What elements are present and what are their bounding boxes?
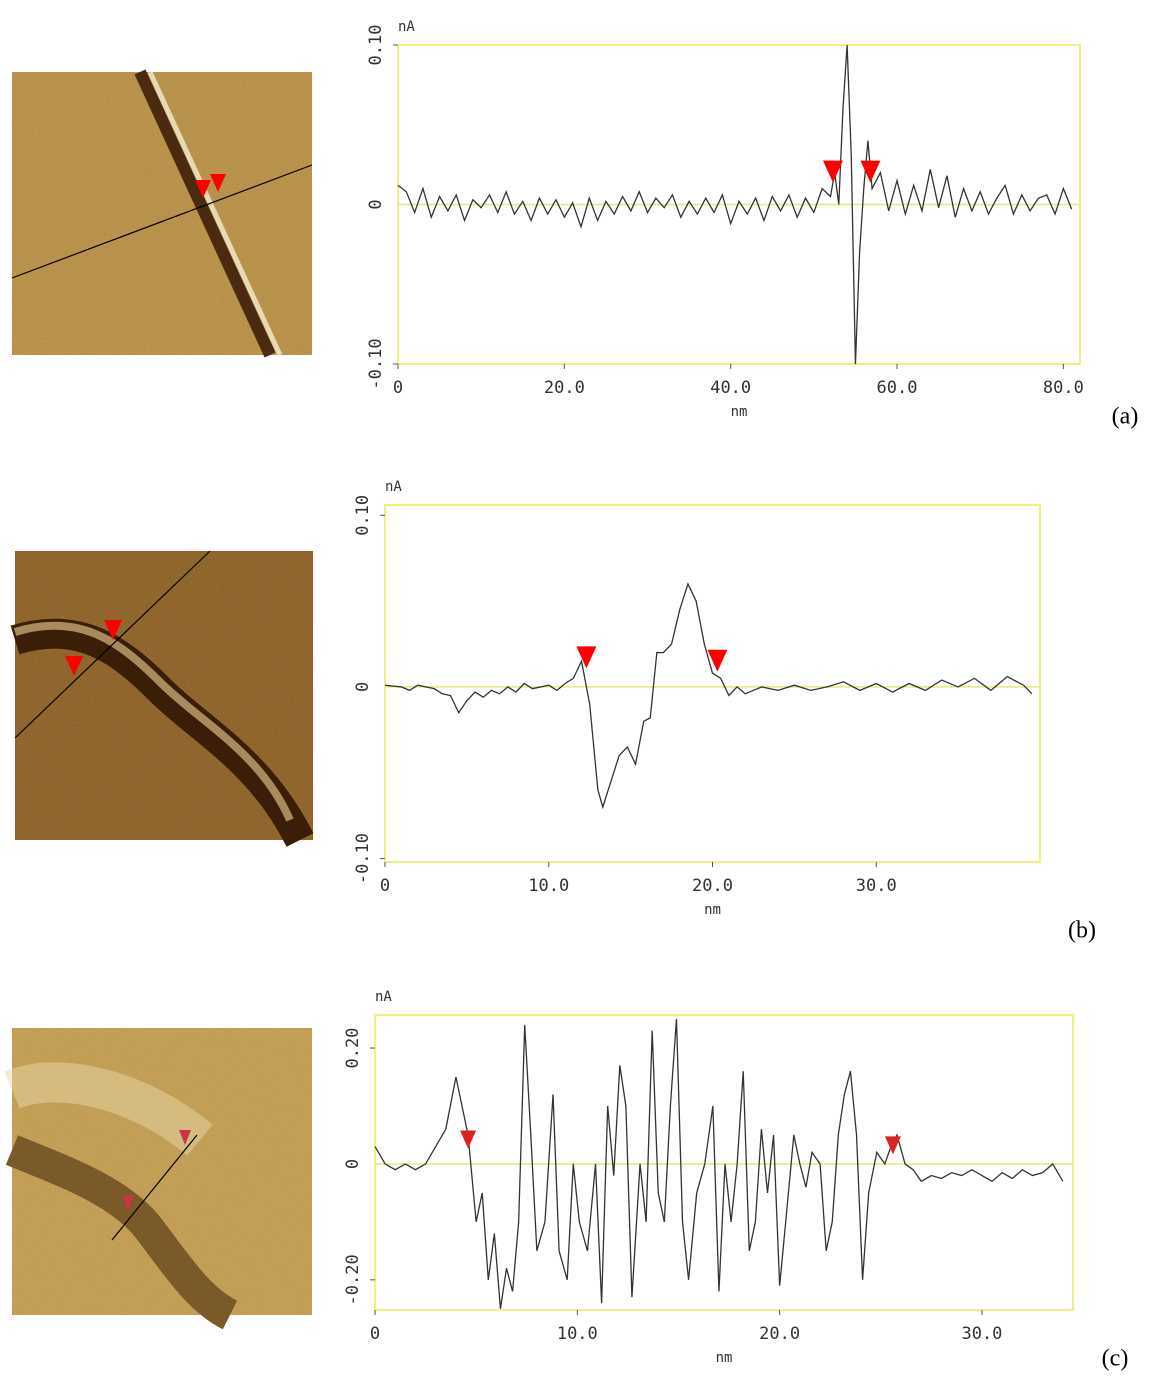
- cursor-marker: [460, 1130, 477, 1149]
- x-tick-label: 10.0: [557, 1324, 598, 1344]
- cursor-marker: [860, 160, 881, 183]
- x-tick-label: 10.0: [528, 876, 569, 896]
- profile-line: [384, 582, 1033, 810]
- y-axis-label: nA: [375, 989, 392, 1005]
- afm-image: [4, 1028, 312, 1330]
- cursor-marker: [576, 646, 597, 669]
- x-tick-label: 20.0: [759, 1324, 800, 1344]
- y-tick-label: 0.20: [343, 1028, 363, 1069]
- cursor-marker: [822, 160, 843, 183]
- x-tick-label: 0: [393, 378, 403, 398]
- afm-image: [10, 550, 314, 847]
- panel-label: (b): [1068, 918, 1096, 944]
- y-axis-label: nA: [385, 479, 402, 495]
- y-tick-label: -0.10: [353, 833, 373, 884]
- y-tick-label: 0: [366, 199, 386, 209]
- panel-label: (c): [1102, 1346, 1129, 1372]
- x-tick-label: 30.0: [856, 876, 897, 896]
- x-axis-label: nm: [704, 902, 721, 918]
- x-tick-label: 0: [380, 876, 390, 896]
- x-tick-label: 40.0: [710, 378, 751, 398]
- x-tick-label: 80.0: [1043, 378, 1084, 398]
- y-tick-label: -0.20: [343, 1254, 363, 1305]
- x-tick-label: 20.0: [544, 378, 585, 398]
- cursor-marker: [884, 1136, 901, 1155]
- y-axis-label: nA: [398, 19, 415, 35]
- x-tick-label: 60.0: [877, 378, 918, 398]
- afm-image: [11, 69, 313, 358]
- profile-line: [397, 44, 1073, 365]
- x-axis-label: nm: [716, 1350, 733, 1366]
- panel-label: (a): [1112, 404, 1139, 430]
- x-axis-label: nm: [731, 404, 748, 420]
- y-tick-label: 0.10: [353, 495, 373, 536]
- y-tick-label: 0: [343, 1159, 363, 1169]
- x-tick-label: 0: [370, 1324, 380, 1344]
- x-tick-label: 30.0: [961, 1324, 1002, 1344]
- plot-frame: [384, 504, 1041, 863]
- cursor-marker: [707, 649, 728, 672]
- y-tick-label: 0: [353, 682, 373, 692]
- x-tick-label: 20.0: [692, 876, 733, 896]
- y-tick-label: -0.10: [366, 338, 386, 389]
- y-tick-label: 0.10: [366, 25, 386, 66]
- profile-line: [374, 1019, 1064, 1309]
- plot-frame: [374, 1014, 1074, 1311]
